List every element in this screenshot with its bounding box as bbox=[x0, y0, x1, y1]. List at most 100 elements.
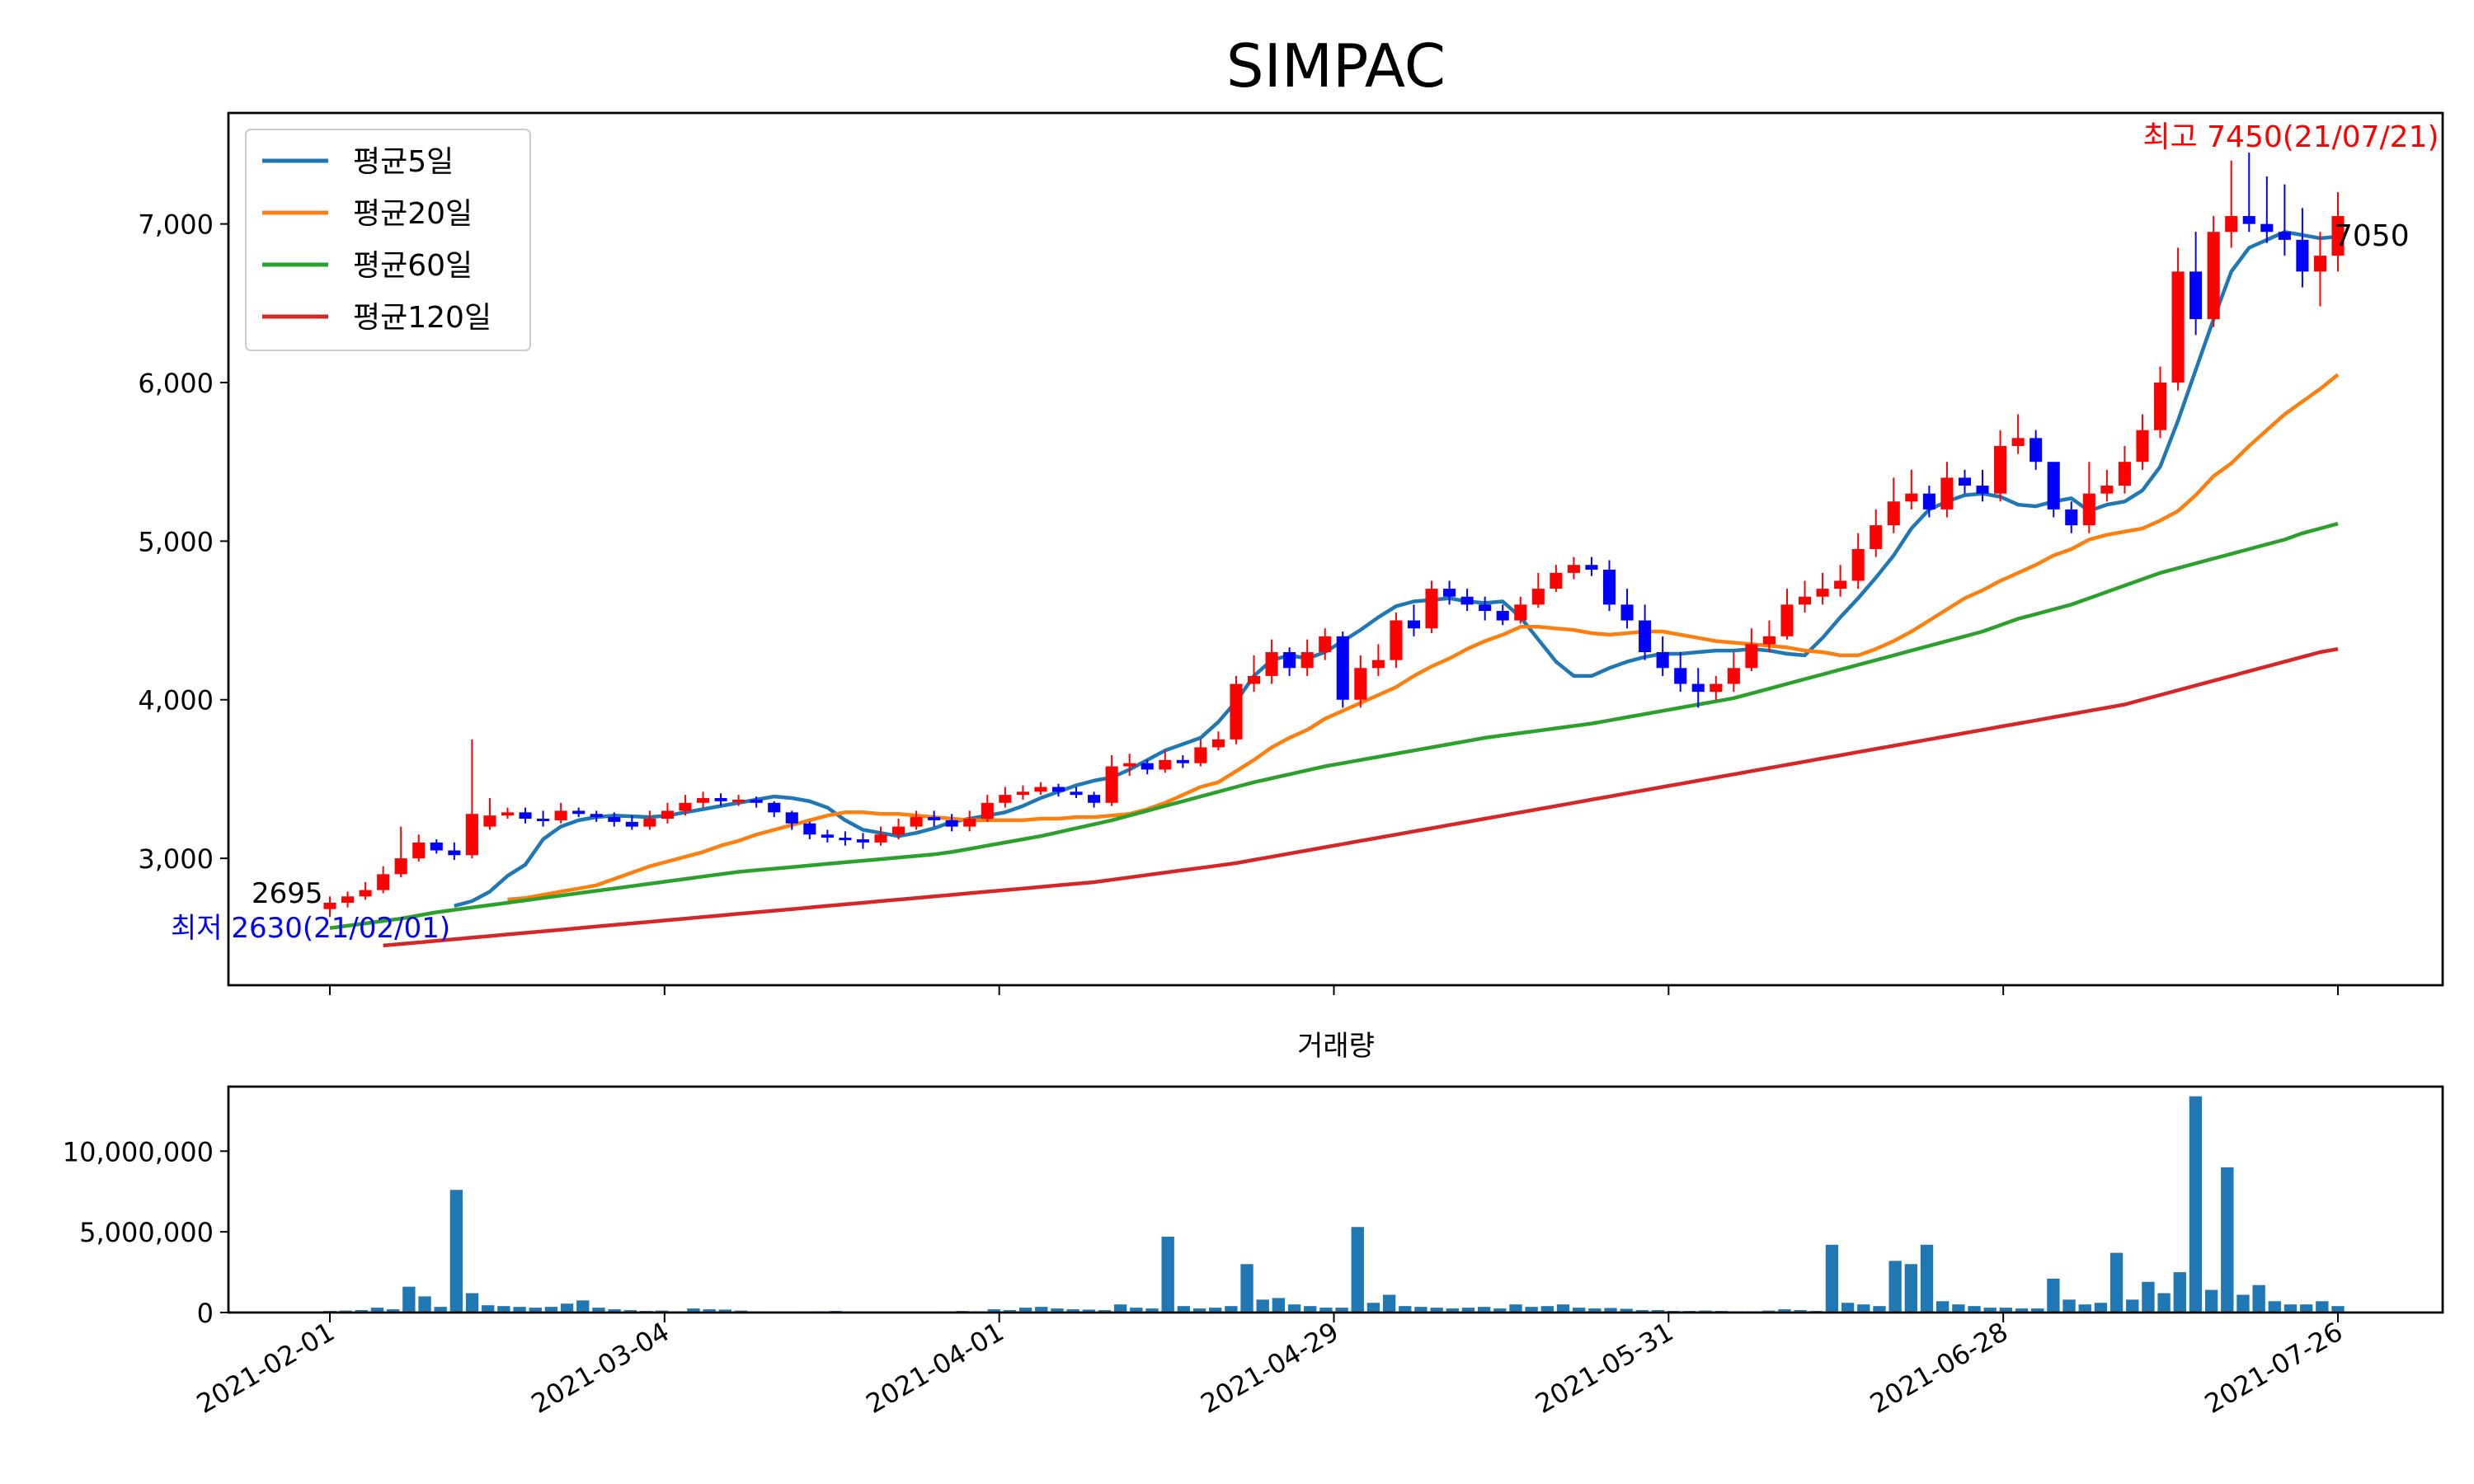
candle-body bbox=[448, 850, 461, 856]
candle-body bbox=[1479, 604, 1492, 612]
candle-body bbox=[2065, 509, 2078, 526]
volume-bar bbox=[1493, 1308, 1507, 1313]
candle bbox=[2065, 501, 2078, 533]
candle bbox=[1443, 580, 1456, 605]
candle-body bbox=[1691, 683, 1705, 693]
candle bbox=[1088, 791, 1101, 808]
volume-bar bbox=[482, 1305, 495, 1313]
candle-body bbox=[750, 799, 763, 803]
volume-y-tick-label: 0 bbox=[197, 1298, 214, 1329]
volume-bar bbox=[1588, 1308, 1602, 1313]
candle bbox=[1336, 632, 1349, 708]
volume-bar bbox=[687, 1308, 700, 1313]
candle bbox=[1834, 565, 1847, 597]
candle bbox=[732, 795, 745, 806]
candle-body bbox=[2100, 486, 2114, 494]
candle-body bbox=[1159, 759, 1172, 770]
volume-bar bbox=[1936, 1301, 1950, 1313]
candle-body bbox=[2242, 216, 2255, 224]
volume-bar bbox=[1161, 1237, 1174, 1313]
volume-bar bbox=[449, 1190, 463, 1313]
candle-body bbox=[1016, 791, 1029, 796]
volume-bar bbox=[987, 1309, 1000, 1313]
candle-body bbox=[1922, 493, 1935, 510]
volume-bar bbox=[1066, 1309, 1079, 1313]
volume-bar bbox=[560, 1303, 574, 1313]
candle-body bbox=[1639, 620, 1652, 653]
candle-body bbox=[1710, 683, 1723, 693]
volume-bar bbox=[2094, 1303, 2108, 1313]
candle bbox=[323, 896, 336, 918]
volume-plot-frame bbox=[227, 1085, 2444, 1314]
volume-bar bbox=[1573, 1308, 1586, 1313]
volume-bar bbox=[355, 1310, 369, 1313]
candle-body bbox=[1798, 596, 1812, 605]
volume-bar bbox=[529, 1308, 542, 1313]
volume-bar bbox=[497, 1306, 510, 1313]
volume-bar bbox=[2157, 1293, 2171, 1313]
candle bbox=[608, 812, 621, 827]
candle bbox=[928, 810, 941, 827]
candle-body bbox=[928, 817, 941, 820]
candle-body bbox=[1550, 572, 1563, 589]
candle-body bbox=[1230, 683, 1243, 740]
min-price-label: 최저 2630(21/02/01) bbox=[171, 912, 450, 945]
candle bbox=[1070, 787, 1083, 799]
candle-body bbox=[1088, 795, 1101, 803]
price-panel: 3,000 4,000 5,000 6,000 7,000 최고 7450(21/07/… bbox=[138, 111, 2444, 995]
candle-body bbox=[1887, 501, 1900, 526]
volume-bar bbox=[1113, 1304, 1127, 1313]
candle-body bbox=[341, 896, 355, 903]
candle bbox=[2153, 366, 2167, 439]
candle-body bbox=[1780, 604, 1794, 636]
candle-body bbox=[821, 834, 834, 838]
candle bbox=[892, 819, 905, 840]
volume-bar bbox=[1604, 1308, 1617, 1313]
candle bbox=[1407, 604, 1421, 636]
candle bbox=[1994, 430, 2007, 502]
candle bbox=[1479, 596, 1492, 621]
candle-body bbox=[945, 819, 958, 827]
volume-bar bbox=[1082, 1309, 1095, 1313]
candle bbox=[1051, 783, 1065, 797]
candle bbox=[1905, 469, 1918, 510]
candle-body bbox=[1141, 763, 1154, 770]
candle-body bbox=[1460, 596, 1474, 605]
candle bbox=[1816, 572, 1829, 605]
candle-body bbox=[1319, 636, 1332, 653]
last-close-label: 7050 bbox=[2334, 219, 2410, 253]
volume-chart-title: 거래량 bbox=[1297, 1030, 1375, 1063]
legend-item: 평균20일 bbox=[262, 197, 473, 231]
candle-body bbox=[430, 842, 443, 851]
volume-bar bbox=[1018, 1308, 1032, 1313]
candle bbox=[821, 829, 834, 843]
candle-body bbox=[732, 799, 745, 802]
volume-bar bbox=[2173, 1272, 2186, 1313]
volume-bar bbox=[1335, 1308, 1348, 1313]
volume-bar bbox=[1825, 1244, 1839, 1313]
candle-body bbox=[2047, 462, 2060, 510]
candle bbox=[839, 831, 852, 846]
candle bbox=[2171, 247, 2185, 391]
volume-bar bbox=[623, 1310, 637, 1313]
candle bbox=[1762, 620, 1776, 653]
volume-bar bbox=[1287, 1304, 1301, 1313]
candle bbox=[1639, 604, 1652, 660]
volume-bar bbox=[1035, 1307, 1048, 1313]
candle-body bbox=[785, 812, 798, 824]
candle-body bbox=[2207, 232, 2220, 320]
volume-bar bbox=[1904, 1264, 1917, 1313]
candle-body bbox=[2260, 223, 2274, 232]
candle bbox=[1230, 675, 1243, 744]
volume-bar bbox=[387, 1309, 400, 1313]
candle-body bbox=[1354, 668, 1367, 700]
candle bbox=[1585, 556, 1598, 576]
candle-body bbox=[1211, 739, 1225, 748]
volume-bar bbox=[544, 1307, 558, 1313]
candle-body bbox=[1176, 759, 1189, 763]
candle-body bbox=[2225, 216, 2238, 232]
volume-bar bbox=[2331, 1306, 2345, 1313]
candle bbox=[1656, 636, 1669, 676]
legend-frame bbox=[245, 129, 531, 351]
candle-body bbox=[892, 826, 905, 835]
